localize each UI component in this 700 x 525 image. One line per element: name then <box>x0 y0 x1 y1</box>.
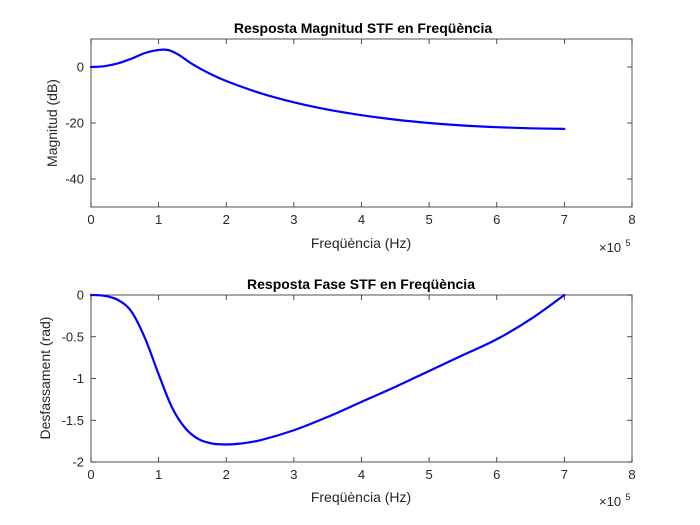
phase-xtick-label: 6 <box>493 467 500 482</box>
magnitude-ytick-label: 0 <box>77 60 84 75</box>
phase-xtick-label: 4 <box>358 467 365 482</box>
magnitude-ticks: 0 1 2 3 4 5 6 7 8 0 -20 -40 <box>65 39 636 227</box>
phase-subplot: Resposta Fase STF en Freqüència 0 1 2 3 4 5 6 7… <box>37 276 636 510</box>
magnitude-xtick-label: 8 <box>628 212 635 227</box>
phase-title: Resposta Fase STF en Freqüència <box>247 276 475 292</box>
phase-xtick-label: 1 <box>155 467 162 482</box>
phase-xtick-label: 8 <box>628 467 635 482</box>
magnitude-exponent-power: 5 <box>626 238 631 248</box>
magnitude-axes-frame <box>90 38 633 208</box>
phase-series-line <box>89 293 566 446</box>
phase-exponent-power: 5 <box>626 492 631 502</box>
phase-xtick-label: 5 <box>426 467 433 482</box>
phase-x-exponent: ×10 5 <box>599 492 631 510</box>
phase-ytick-label: -1.5 <box>62 413 84 428</box>
magnitude-exponent-base: ×10 <box>599 240 621 255</box>
magnitude-ylabel: Magnitud (dB) <box>44 79 60 167</box>
phase-xtick-label: 0 <box>87 467 94 482</box>
phase-xtick-label: 3 <box>290 467 297 482</box>
magnitude-xtick-label: 3 <box>290 212 297 227</box>
phase-ytick-label: 0 <box>77 288 84 303</box>
magnitude-xlabel: Freqüència (Hz) <box>311 235 411 251</box>
phase-ylabel: Desfassament (rad) <box>37 317 53 440</box>
phase-ytick-label: -0.5 <box>62 329 84 344</box>
phase-exponent-base: ×10 <box>599 494 621 509</box>
magnitude-series <box>89 48 566 130</box>
magnitude-ytick-label: -40 <box>65 172 84 187</box>
phase-ticks: 0 1 2 3 4 5 6 7 8 0 -0.5 -1 -1.5 -2 <box>62 288 636 483</box>
phase-xlabel: Freqüència (Hz) <box>311 489 411 505</box>
magnitude-xtick-label: 6 <box>493 212 500 227</box>
phase-series <box>89 293 566 446</box>
phase-xtick-label: 7 <box>561 467 568 482</box>
phase-ytick-label: -2 <box>72 455 84 470</box>
magnitude-xtick-label: 1 <box>155 212 162 227</box>
magnitude-ytick-label: -20 <box>65 116 84 131</box>
magnitude-xtick-label: 4 <box>358 212 365 227</box>
magnitude-x-exponent: ×10 5 <box>599 238 631 256</box>
magnitude-xtick-label: 7 <box>561 212 568 227</box>
magnitude-subplot: Resposta Magnitud STF en Freqüència 0 1 2 3… <box>44 20 636 256</box>
magnitude-xtick-label: 0 <box>87 212 94 227</box>
phase-ytick-label: -1 <box>72 371 84 386</box>
phase-xtick-label: 2 <box>223 467 230 482</box>
phase-axes-frame <box>90 294 633 463</box>
magnitude-title: Resposta Magnitud STF en Freqüència <box>234 20 492 36</box>
magnitude-xtick-label: 5 <box>426 212 433 227</box>
magnitude-xtick-label: 2 <box>223 212 230 227</box>
magnitude-series-line <box>89 48 566 130</box>
